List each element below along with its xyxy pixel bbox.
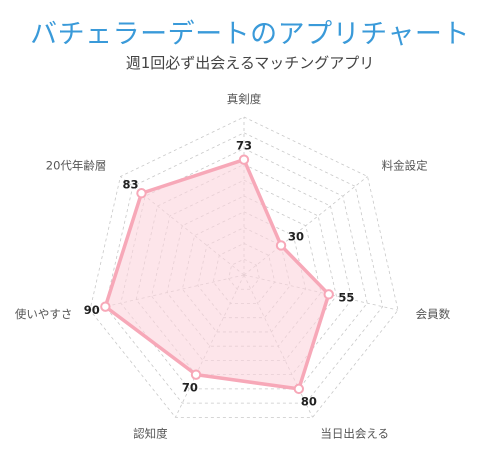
data-label: 80	[301, 394, 317, 408]
data-point	[100, 301, 111, 312]
data-point	[136, 188, 147, 199]
data-label: 83	[123, 178, 139, 192]
axis-label: 当日出会える	[320, 427, 389, 441]
series-area	[103, 157, 331, 391]
data-label: 55	[338, 290, 354, 304]
data-label: 73	[236, 139, 252, 153]
data-label: 90	[84, 303, 100, 317]
axis-label: 会員数	[416, 307, 451, 321]
grid-ring	[120, 148, 368, 390]
data-label: 30	[288, 230, 304, 244]
axis-label: 認知度	[133, 427, 168, 441]
radar-series: 73 30 55 80 70 90 83	[84, 139, 355, 409]
data-point	[323, 289, 334, 300]
axis-label: 料金設定	[382, 158, 428, 172]
data-point	[190, 369, 202, 380]
chart-subtitle: 週1回必ず出会えるマッチングアプリ	[125, 54, 375, 72]
data-label: 70	[182, 380, 198, 394]
chart-title: バチェラーデートのアプリチャート	[30, 19, 470, 50]
data-point	[275, 240, 287, 251]
data-point	[293, 383, 305, 395]
axis-label: 使いやすさ	[15, 307, 73, 321]
data-point	[238, 154, 250, 165]
grid-ring	[89, 116, 399, 418]
grid-ring	[166, 195, 322, 347]
axis-label: 20代年齢層	[46, 158, 107, 172]
axis-label: 真剣度	[227, 92, 262, 106]
